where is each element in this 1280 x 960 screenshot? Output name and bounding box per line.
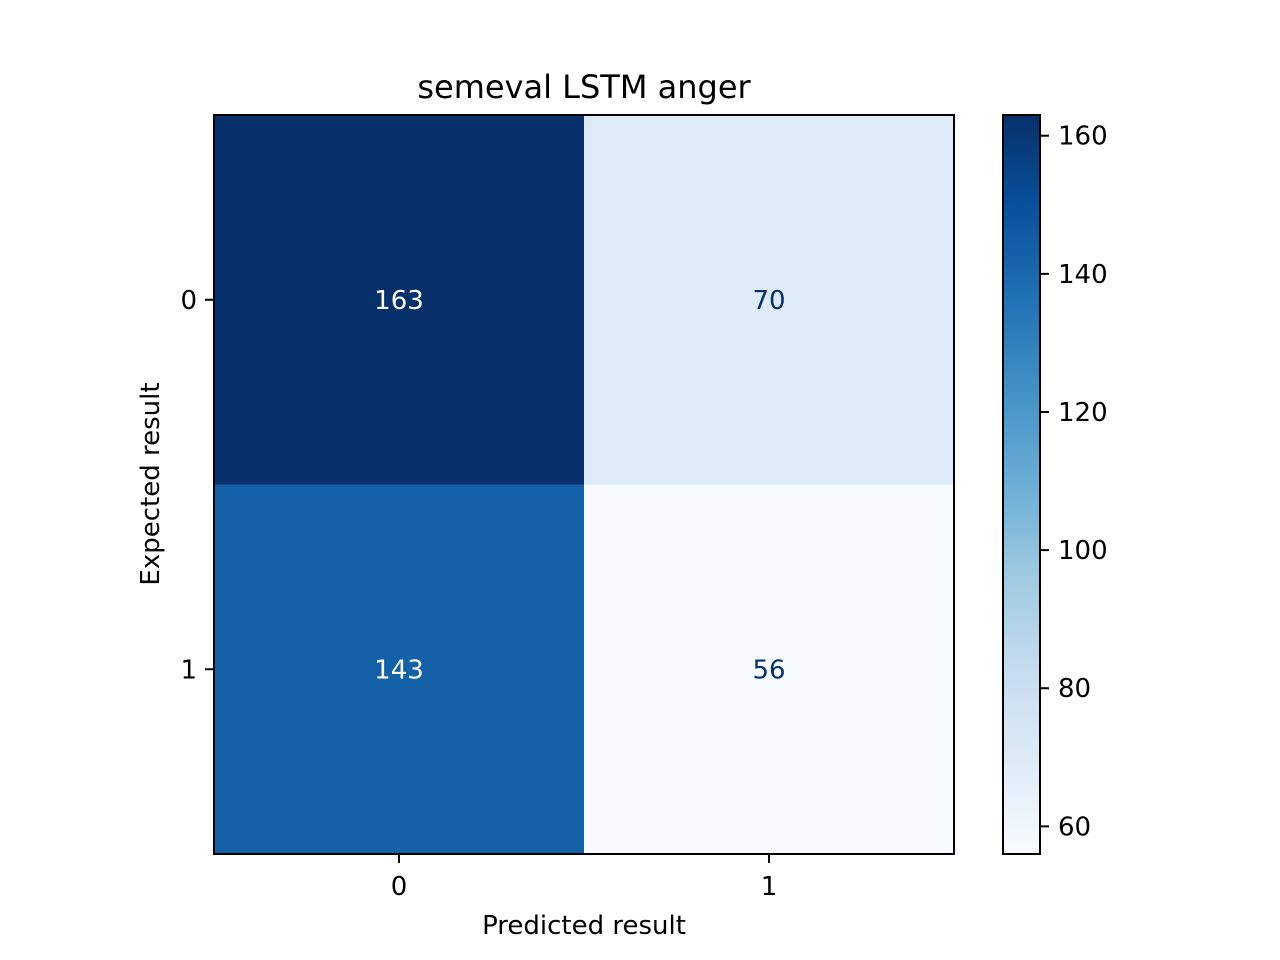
- heatmap-cells: [214, 115, 955, 855]
- heatmap-cell: [584, 115, 955, 485]
- colorbar-tick-label: 100: [1058, 536, 1108, 566]
- y-tick-label: 1: [180, 655, 197, 685]
- colorbar-tick-label: 60: [1058, 812, 1091, 842]
- colorbar: [1002, 114, 1041, 855]
- colorbar-tick-label: 120: [1058, 398, 1108, 428]
- y-axis-label: Expected result: [136, 382, 166, 585]
- x-axis-label: Predicted result: [482, 911, 686, 941]
- colorbar-tick-label: 160: [1058, 122, 1108, 152]
- cell-labels: 163 70 143 56: [374, 286, 785, 686]
- heatmap-cell: [214, 115, 585, 485]
- colorbar-ticks: 60 80 100 120 140 160: [1040, 122, 1108, 842]
- y-tick-label: 0: [180, 286, 197, 316]
- x-tick-label: 1: [761, 872, 778, 902]
- colorbar-tick-label: 80: [1058, 674, 1091, 704]
- heatmap-cell: [584, 484, 955, 855]
- y-axis-ticks: 01: [180, 286, 214, 685]
- x-tick-label: 0: [391, 872, 408, 902]
- chart-title: semeval LSTM anger: [417, 68, 751, 106]
- colorbar-tick-label: 140: [1058, 260, 1108, 290]
- cell-value-label: 143: [374, 655, 424, 685]
- cell-value-label: 56: [752, 655, 785, 685]
- plot-frame: [213, 114, 955, 855]
- heatmap-cell: [214, 484, 585, 855]
- cell-value-label: 163: [374, 286, 424, 316]
- cell-value-label: 70: [752, 286, 785, 316]
